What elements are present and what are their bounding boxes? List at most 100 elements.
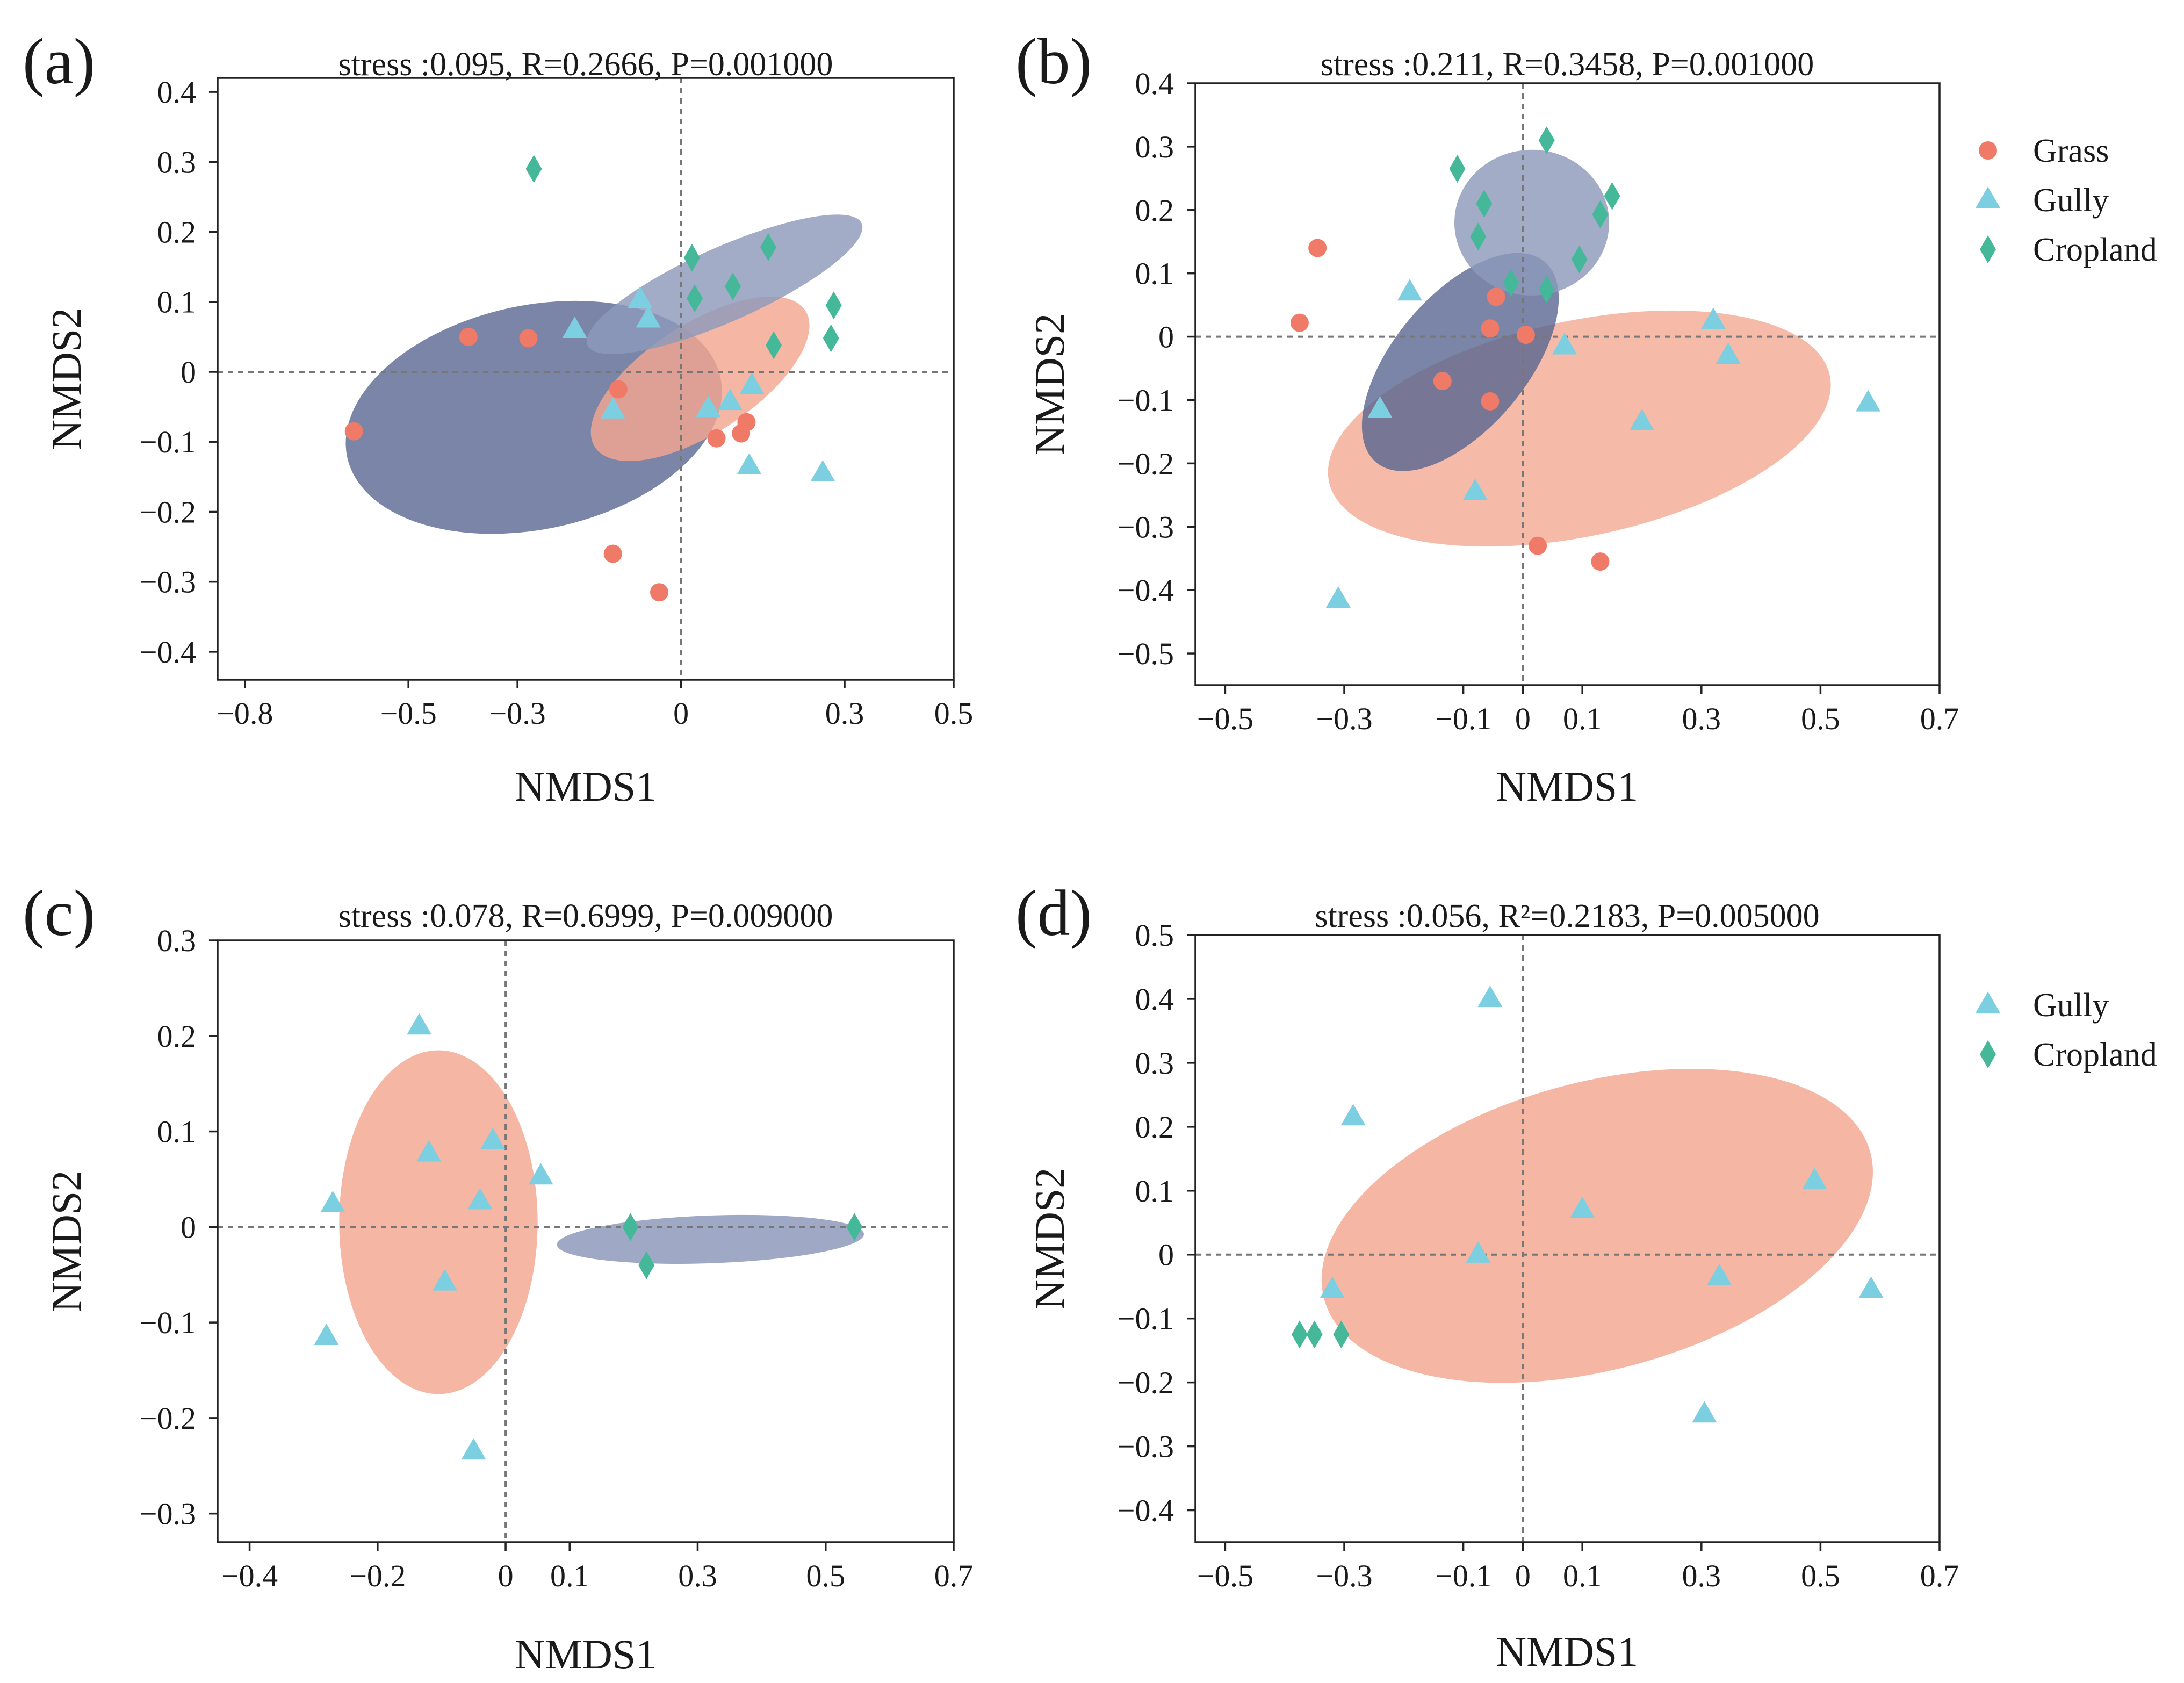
y-tick-label: 0.3 [1135, 130, 1174, 164]
y-tick-label: −0.2 [1118, 1365, 1174, 1400]
y-tick-label: 0.4 [1135, 982, 1174, 1017]
x-tick-label: −0.4 [221, 1558, 278, 1593]
point-grass [1433, 372, 1452, 391]
point-gully [737, 452, 762, 474]
panel-2: (b) stress :0.211, R=0.3458, P=0.001000 −0… [1015, 25, 2157, 810]
point-cropland [1291, 1320, 1308, 1349]
legend-marker-grass [1979, 141, 1997, 160]
point-grass [650, 583, 668, 602]
point-gully [1340, 1104, 1366, 1126]
x-tick-label: −0.3 [1316, 701, 1372, 736]
point-gully [1367, 396, 1393, 418]
panel-label: (c) [23, 877, 95, 950]
x-axis-title: NMDS1 [1496, 1628, 1638, 1675]
point-cropland [1470, 222, 1487, 251]
point-gully [1802, 1168, 1827, 1190]
point-gully [432, 1269, 457, 1291]
x-tick-label: 0 [498, 1558, 514, 1593]
panel-label: (b) [1015, 25, 1092, 98]
y-tick-label: 0.2 [1135, 193, 1174, 228]
stats-annotation: stress :0.095, R=0.2666, P=0.001000 [338, 46, 833, 83]
y-tick-label: 0.1 [157, 1114, 197, 1149]
point-grass [603, 544, 622, 563]
point-gully [636, 306, 661, 328]
confidence-ellipse-grass [1361, 253, 1559, 471]
panel-4: (d) stress :0.056, R²=0.2183, P=0.005000 −… [1015, 877, 2157, 1675]
stats-annotation: stress :0.211, R=0.3458, P=0.001000 [1321, 46, 1814, 83]
x-tick-label: −0.5 [1197, 701, 1253, 736]
point-cropland [686, 284, 703, 313]
point-cropland [622, 1213, 639, 1241]
point-gully [1707, 1263, 1732, 1285]
point-gully [1325, 586, 1351, 608]
y-tick-label: 0 [1158, 1238, 1174, 1272]
y-tick-label: 0 [1158, 320, 1174, 355]
y-tick-label: −0.1 [1118, 1301, 1174, 1336]
x-tick-label: 0.3 [678, 1558, 717, 1593]
point-grass [609, 380, 628, 399]
y-tick-label: 0.2 [157, 215, 197, 250]
point-gully [628, 286, 653, 308]
point-cropland [725, 272, 741, 301]
point-gully [1552, 333, 1577, 355]
y-tick-label: −0.4 [140, 635, 196, 670]
confidence-ellipse-gully [339, 1050, 538, 1394]
x-tick-label: −0.3 [1316, 1558, 1372, 1593]
x-axis-title: NMDS1 [515, 763, 657, 810]
point-grass [737, 413, 756, 431]
point-cropland [1538, 275, 1555, 304]
x-tick-label: 0 [1515, 1558, 1531, 1593]
legend-label: Grass [2033, 133, 2109, 169]
x-tick-label: 0.5 [1801, 701, 1840, 736]
y-tick-label: 0.4 [1135, 66, 1174, 101]
point-cropland [1538, 126, 1555, 155]
point-grass [344, 422, 363, 441]
legend-marker-cropland [1980, 235, 1996, 263]
point-grass [1481, 392, 1500, 411]
point-grass [459, 327, 478, 346]
y-tick-label: −0.5 [1118, 636, 1174, 671]
x-tick-label: −0.3 [489, 696, 546, 731]
x-tick-label: 0.1 [1563, 1558, 1602, 1593]
legend-label: Cropland [2033, 232, 2157, 268]
panel-label: (d) [1015, 877, 1092, 950]
point-grass [1290, 313, 1309, 332]
point-grass [1481, 319, 1500, 338]
point-gully [1462, 478, 1488, 500]
point-gully [600, 397, 625, 419]
x-tick-label: 0 [673, 696, 689, 731]
point-gully [1716, 342, 1741, 364]
x-tick-label: −0.1 [1435, 1558, 1491, 1593]
y-tick-label: 0.3 [157, 145, 197, 179]
point-gully [1570, 1196, 1595, 1218]
y-tick-label: −0.4 [1118, 573, 1174, 608]
y-tick-label: −0.2 [1118, 446, 1174, 481]
point-gully [1320, 1276, 1345, 1298]
point-cropland [1604, 182, 1620, 210]
legend: Gully Cropland [1976, 987, 2157, 1073]
point-grass [519, 329, 538, 348]
x-tick-label: 0 [1515, 701, 1531, 736]
panel-1: (a) stress :0.095, R=0.2666, P=0.001000 −0… [23, 25, 973, 810]
x-tick-label: −0.5 [380, 696, 437, 731]
point-gully [1858, 1276, 1884, 1298]
y-axis-title: NMDS2 [43, 1170, 90, 1312]
y-axis-title: NMDS2 [1026, 1168, 1073, 1310]
point-gully [1477, 986, 1503, 1008]
x-tick-label: 0.5 [806, 1558, 845, 1593]
point-gully [1856, 390, 1881, 412]
x-tick-label: 0.7 [934, 1558, 974, 1593]
point-cropland [1306, 1320, 1323, 1349]
stats-annotation: stress :0.056, R²=0.2183, P=0.005000 [1315, 898, 1819, 934]
point-cropland [683, 243, 700, 272]
stats-annotation: stress :0.078, R=0.6999, P=0.009000 [338, 898, 833, 934]
plot-frame [217, 77, 955, 681]
legend-label: Gully [2033, 182, 2109, 219]
point-gully [480, 1127, 506, 1149]
point-cropland [638, 1251, 655, 1279]
point-gully [314, 1323, 339, 1345]
point-cropland [823, 324, 839, 353]
x-tick-label: 0.1 [550, 1558, 589, 1593]
point-cropland [760, 233, 776, 262]
